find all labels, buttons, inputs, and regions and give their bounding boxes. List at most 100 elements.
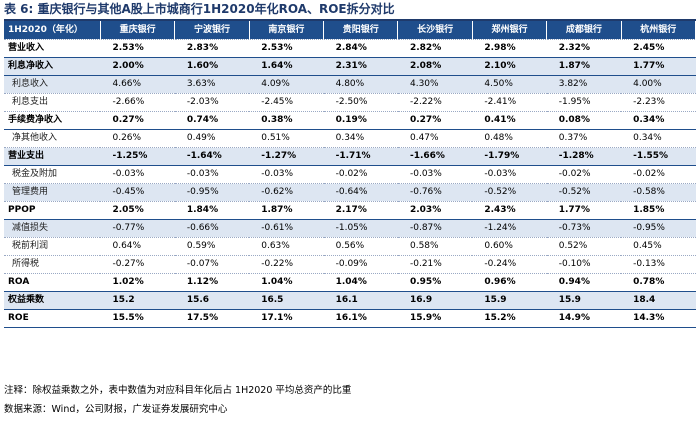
value-cell: 0.37% (546, 129, 622, 148)
table-row: 权益乘数 15.2 15.6 16.5 16.1 16.9 15.9 15.9 18.4 (4, 291, 696, 310)
value-cell: -0.76% (397, 183, 473, 202)
value-cell: 16.9 (397, 291, 473, 310)
table-row: ROE 15.5% 17.5% 17.1% 16.1% 15.9% 15.2% 14.9% 14… (4, 309, 696, 328)
table-row: 税前利润 0.64% 0.59% 0.63% 0.56% 0.58% 0.60% 0.52% 0… (4, 237, 696, 256)
row-label: 净其他收入 (4, 129, 101, 148)
value-cell: 2.82% (397, 39, 473, 58)
table-row: 营业收入 2.53% 2.83% 2.53% 2.84% 2.82% 2.98% 2.32% 2… (4, 39, 696, 58)
table-title: 表 6: 重庆银行与其他A股上市城商行1H2020年化ROA、ROE拆分对比 (4, 2, 395, 16)
value-cell: -0.61% (249, 219, 324, 238)
value-cell: -0.03% (472, 165, 547, 184)
value-cell: -1.66% (397, 147, 473, 166)
value-cell: 1.02% (100, 273, 175, 292)
value-cell: 0.63% (249, 237, 324, 256)
value-cell: -0.07% (174, 255, 250, 274)
value-cell: 0.74% (174, 111, 250, 130)
value-cell: 16.5 (249, 291, 324, 310)
value-cell: 15.6 (174, 291, 250, 310)
value-cell: 2.32% (546, 39, 622, 58)
value-cell: -0.58% (621, 183, 696, 202)
value-cell: -0.10% (546, 255, 622, 274)
row-label: 营业支出 (4, 147, 101, 166)
table-row: 所得税 -0.27% -0.07% -0.22% -0.09% -0.21% -0.24% -… (4, 255, 696, 274)
value-cell: 15.9 (546, 291, 622, 310)
value-cell: 1.84% (174, 201, 250, 220)
table-row: 净其他收入 0.26% 0.49% 0.51% 0.34% 0.47% 0.48% 0.37%… (4, 129, 696, 148)
value-cell: -0.95% (621, 219, 696, 238)
value-cell: 0.59% (174, 237, 250, 256)
header-cell: 长沙银行 (397, 21, 473, 40)
value-cell: -1.24% (472, 219, 547, 238)
value-cell: 18.4 (621, 291, 696, 310)
value-cell: -1.79% (472, 147, 547, 166)
value-cell: -0.45% (100, 183, 175, 202)
value-cell: 1.64% (249, 57, 324, 76)
value-cell: 0.34% (323, 129, 398, 148)
value-cell: 0.38% (249, 111, 324, 130)
value-cell: -1.28% (546, 147, 622, 166)
value-cell: 0.78% (621, 273, 696, 292)
value-cell: -2.45% (249, 93, 324, 112)
table-row: ROA 1.02% 1.12% 1.04% 1.04% 0.95% 0.96% 0.94% 0.… (4, 273, 696, 292)
value-cell: -1.64% (174, 147, 250, 166)
table-row: 税金及附加 -0.03% -0.03% -0.03% -0.02% -0.03% -0.03… (4, 165, 696, 184)
value-cell: 0.27% (397, 111, 473, 130)
value-cell: 0.19% (323, 111, 398, 130)
value-cell: -0.77% (100, 219, 175, 238)
value-cell: -0.02% (621, 165, 696, 184)
table-row: 管理费用 -0.45% -0.95% -0.62% -0.64% -0.76% -0.52%… (4, 183, 696, 202)
value-cell: 15.5% (100, 309, 175, 328)
value-cell: -0.52% (546, 183, 622, 202)
value-cell: -1.71% (323, 147, 398, 166)
value-cell: 17.5% (174, 309, 250, 328)
value-cell: -1.27% (249, 147, 324, 166)
value-cell: 2.84% (323, 39, 398, 58)
value-cell: -0.13% (621, 255, 696, 274)
table-row: 利息支出 -2.66% -2.03% -2.45% -2.50% -2.22% -2.41%… (4, 93, 696, 112)
row-label: ROA (4, 273, 101, 292)
value-cell: -1.05% (323, 219, 398, 238)
row-label: 税金及附加 (4, 165, 101, 184)
value-cell: 0.96% (472, 273, 547, 292)
value-cell: 0.34% (621, 129, 696, 148)
row-label: 管理费用 (4, 183, 101, 202)
value-cell: 2.53% (249, 39, 324, 58)
value-cell: 2.45% (621, 39, 696, 58)
value-cell: -0.24% (472, 255, 547, 274)
value-cell: -0.66% (174, 219, 250, 238)
header-cell: 郑州银行 (472, 21, 548, 40)
value-cell: -2.23% (621, 93, 696, 112)
value-cell: 2.17% (323, 201, 398, 220)
value-cell: 0.60% (472, 237, 547, 256)
value-cell: -0.95% (174, 183, 250, 202)
table-body: 营业收入 2.53% 2.83% 2.53% 2.84% 2.82% 2.98% 2.32% 2… (4, 39, 696, 328)
value-cell: 2.31% (323, 57, 398, 76)
row-label: 利息收入 (4, 75, 101, 94)
value-cell: -1.95% (546, 93, 622, 112)
value-cell: 0.27% (100, 111, 175, 130)
value-cell: 4.50% (472, 75, 547, 94)
value-cell: -0.87% (397, 219, 473, 238)
value-cell: 0.47% (397, 129, 473, 148)
value-cell: -0.21% (397, 255, 473, 274)
value-cell: 4.80% (323, 75, 398, 94)
value-cell: 0.26% (100, 129, 175, 148)
value-cell: 0.41% (472, 111, 547, 130)
value-cell: -2.22% (397, 93, 473, 112)
row-label: ROE (4, 309, 101, 328)
value-cell: 15.9 (472, 291, 547, 310)
header-cell: 杭州银行 (621, 21, 697, 40)
value-cell: 2.08% (397, 57, 473, 76)
value-cell: 2.05% (100, 201, 175, 220)
value-cell: -0.73% (546, 219, 622, 238)
value-cell: -0.27% (100, 255, 175, 274)
header-cell: 成都银行 (546, 21, 622, 40)
value-cell: 4.00% (621, 75, 696, 94)
value-cell: 0.56% (323, 237, 398, 256)
value-cell: -0.03% (249, 165, 324, 184)
value-cell: 0.48% (472, 129, 547, 148)
row-label: 营业收入 (4, 39, 101, 58)
value-cell: -0.02% (323, 165, 398, 184)
value-cell: 2.98% (472, 39, 547, 58)
value-cell: 0.58% (397, 237, 473, 256)
